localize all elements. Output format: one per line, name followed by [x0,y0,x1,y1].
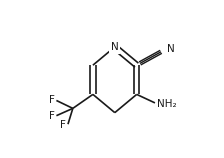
Text: N: N [166,44,174,54]
Text: F: F [49,95,55,105]
Text: F: F [49,111,55,121]
Text: N: N [111,42,119,52]
Text: NH₂: NH₂ [157,99,176,109]
Text: F: F [60,120,66,130]
